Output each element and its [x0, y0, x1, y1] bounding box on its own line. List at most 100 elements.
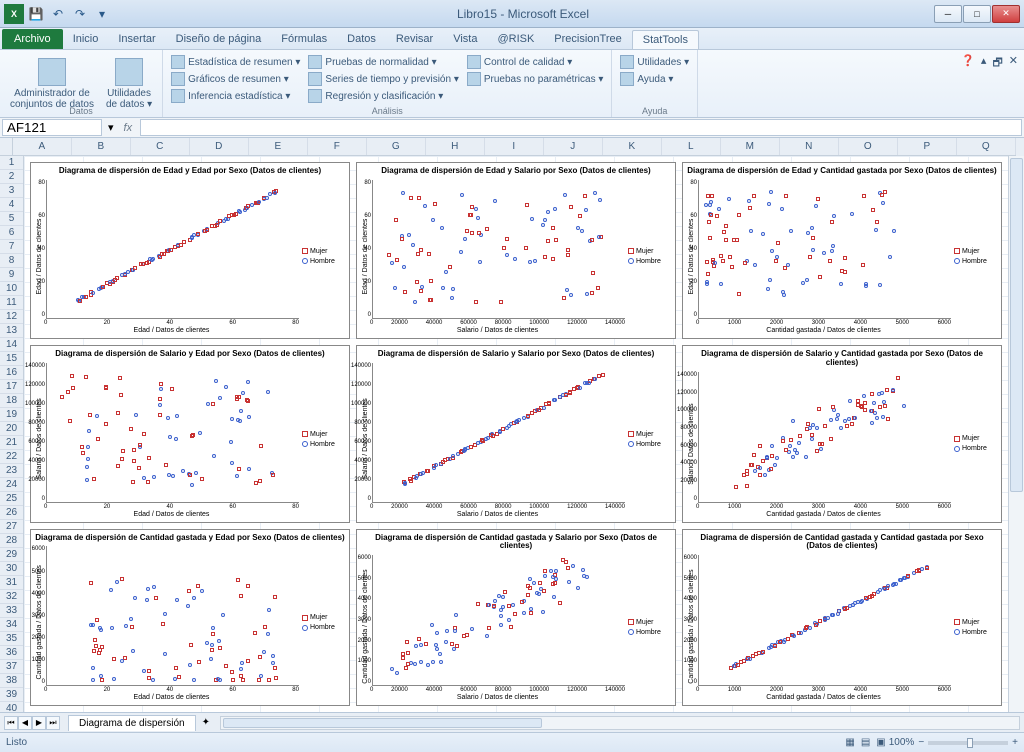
row-header[interactable]: 8 — [0, 254, 23, 268]
row-header[interactable]: 18 — [0, 394, 23, 408]
row-header[interactable]: 14 — [0, 338, 23, 352]
select-all-corner[interactable] — [0, 138, 13, 156]
row-header[interactable]: 16 — [0, 366, 23, 380]
column-header[interactable]: C — [131, 138, 190, 155]
tab-inicio[interactable]: Inicio — [63, 30, 109, 49]
row-header[interactable]: 37 — [0, 660, 23, 674]
row-header[interactable]: 20 — [0, 422, 23, 436]
tab-nav-last-icon[interactable]: ⏭ — [46, 716, 60, 730]
worksheet-grid[interactable]: 1234567891011121314151617181920212223242… — [0, 156, 1024, 712]
tab-datos[interactable]: Datos — [337, 30, 386, 49]
column-header[interactable]: P — [898, 138, 957, 155]
tab-fórmulas[interactable]: Fórmulas — [271, 30, 337, 49]
scatter-chart[interactable]: Diagrama de dispersión de Edad y Cantida… — [682, 162, 1002, 339]
tab-nav-prev-icon[interactable]: ◀ — [18, 716, 32, 730]
column-header[interactable]: E — [249, 138, 308, 155]
zoom-out-icon[interactable]: − — [918, 737, 924, 748]
row-header[interactable]: 33 — [0, 604, 23, 618]
column-header[interactable]: F — [308, 138, 367, 155]
row-header[interactable]: 39 — [0, 688, 23, 702]
tab-nav-first-icon[interactable]: ⏮ — [4, 716, 18, 730]
zoom-slider[interactable] — [928, 741, 1008, 745]
sheet-tab[interactable]: Diagrama de dispersión — [68, 715, 196, 731]
tab-stattools[interactable]: StatTools — [632, 30, 699, 49]
row-header[interactable]: 4 — [0, 198, 23, 212]
column-header[interactable]: A — [13, 138, 72, 155]
close-button[interactable]: ✕ — [992, 5, 1020, 23]
ribbon-item[interactable]: Series de tiempo y previsión ▾ — [306, 71, 460, 87]
close-workbook-icon[interactable]: ✕ — [1009, 54, 1018, 73]
view-layout-icon[interactable]: ▤ — [858, 737, 873, 748]
row-header[interactable]: 30 — [0, 562, 23, 576]
row-header[interactable]: 38 — [0, 674, 23, 688]
row-header[interactable]: 3 — [0, 184, 23, 198]
save-icon[interactable]: 💾 — [26, 4, 46, 24]
minimize-ribbon-icon[interactable]: ▴ — [981, 54, 987, 73]
column-header[interactable]: K — [603, 138, 662, 155]
ribbon-item[interactable]: Regresión y clasificación ▾ — [306, 88, 460, 104]
ribbon-item[interactable]: Pruebas de normalidad ▾ — [306, 54, 460, 70]
column-header[interactable]: M — [721, 138, 780, 155]
namebox-dropdown-icon[interactable]: ▾ — [104, 121, 118, 134]
row-header[interactable]: 40 — [0, 702, 23, 712]
zoom-level[interactable]: 100% — [889, 737, 915, 748]
ribbon-item[interactable]: Utilidades ▾ — [618, 54, 691, 70]
scatter-chart[interactable]: Diagrama de dispersión de Salario y Sala… — [356, 345, 676, 522]
row-header[interactable]: 29 — [0, 548, 23, 562]
column-header[interactable]: G — [367, 138, 426, 155]
column-header[interactable]: J — [544, 138, 603, 155]
column-header[interactable]: B — [72, 138, 131, 155]
tab-precisiontree[interactable]: PrecisionTree — [544, 30, 631, 49]
row-header[interactable]: 34 — [0, 618, 23, 632]
row-header[interactable]: 19 — [0, 408, 23, 422]
view-pagebreak-icon[interactable]: ▣ — [873, 737, 888, 748]
ribbon-item[interactable]: Control de calidad ▾ — [465, 54, 606, 70]
view-normal-icon[interactable]: ▦ — [842, 737, 857, 748]
ribbon-item[interactable]: Estadística de resumen ▾ — [169, 54, 302, 70]
ribbon-item[interactable]: Ayuda ▾ — [618, 71, 691, 87]
column-header[interactable]: D — [190, 138, 249, 155]
scatter-chart[interactable]: Diagrama de dispersión de Cantidad gasta… — [682, 529, 1002, 706]
horizontal-scrollbar[interactable] — [220, 716, 1020, 730]
undo-icon[interactable]: ↶ — [48, 4, 68, 24]
row-header[interactable]: 10 — [0, 282, 23, 296]
excel-icon[interactable]: X — [4, 4, 24, 24]
scatter-chart[interactable]: Diagrama de dispersión de Edad y Salario… — [356, 162, 676, 339]
ribbon-item[interactable]: Inferencia estadística ▾ — [169, 88, 302, 104]
new-sheet-icon[interactable]: ✦ — [196, 717, 216, 728]
zoom-in-icon[interactable]: + — [1012, 737, 1018, 748]
row-header[interactable]: 2 — [0, 170, 23, 184]
name-box[interactable] — [2, 119, 102, 136]
scatter-chart[interactable]: Diagrama de dispersión de Salario y Edad… — [30, 345, 350, 522]
row-header[interactable]: 32 — [0, 590, 23, 604]
column-header[interactable]: I — [485, 138, 544, 155]
column-header[interactable]: L — [662, 138, 721, 155]
redo-icon[interactable]: ↷ — [70, 4, 90, 24]
row-header[interactable]: 22 — [0, 450, 23, 464]
scatter-chart[interactable]: Diagrama de dispersión de Cantidad gasta… — [30, 529, 350, 706]
vertical-scrollbar[interactable] — [1008, 156, 1024, 712]
row-header[interactable]: 25 — [0, 492, 23, 506]
tab-file[interactable]: Archivo — [2, 29, 63, 49]
row-header[interactable]: 5 — [0, 212, 23, 226]
qat-dropdown-icon[interactable]: ▾ — [92, 4, 112, 24]
row-header[interactable]: 17 — [0, 380, 23, 394]
ribbon-item[interactable]: Gráficos de resumen ▾ — [169, 71, 302, 87]
column-header[interactable]: H — [426, 138, 485, 155]
row-header[interactable]: 23 — [0, 464, 23, 478]
tab-insertar[interactable]: Insertar — [108, 30, 165, 49]
minimize-button[interactable]: ─ — [934, 5, 962, 23]
tab-revisar[interactable]: Revisar — [386, 30, 443, 49]
row-header[interactable]: 9 — [0, 268, 23, 282]
row-header[interactable]: 21 — [0, 436, 23, 450]
scatter-chart[interactable]: Diagrama de dispersión de Edad y Edad po… — [30, 162, 350, 339]
tab-nav-next-icon[interactable]: ▶ — [32, 716, 46, 730]
tab-diseño-de-página[interactable]: Diseño de página — [166, 30, 272, 49]
column-header[interactable]: Q — [957, 138, 1016, 155]
tab-vista[interactable]: Vista — [443, 30, 487, 49]
row-header[interactable]: 12 — [0, 310, 23, 324]
row-header[interactable]: 36 — [0, 646, 23, 660]
row-header[interactable]: 31 — [0, 576, 23, 590]
ribbon-item[interactable]: Pruebas no paramétricas ▾ — [465, 71, 606, 87]
scatter-chart[interactable]: Diagrama de dispersión de Cantidad gasta… — [356, 529, 676, 706]
